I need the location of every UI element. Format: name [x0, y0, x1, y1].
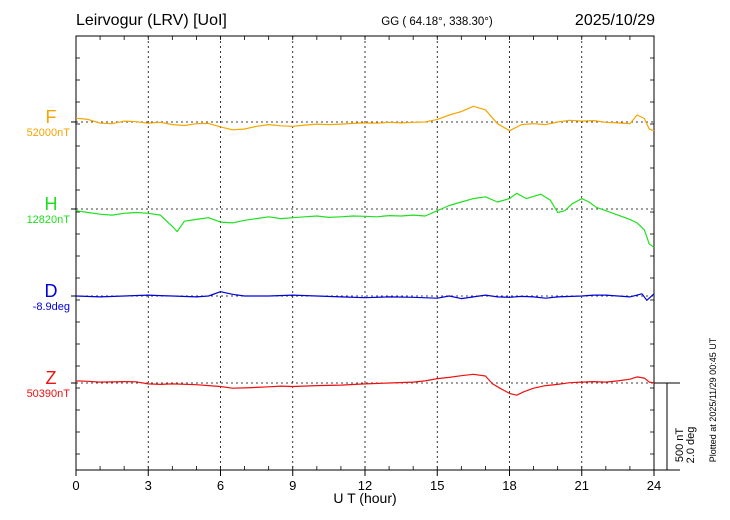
panel-name: H [45, 194, 58, 214]
trace-d [75, 291, 655, 301]
x-tick-label: 0 [72, 478, 79, 493]
grid-lines [147, 36, 583, 470]
panel-name: D [45, 281, 58, 301]
panel-name: Z [46, 368, 57, 388]
baseline-label: 52000nT [27, 127, 71, 139]
x-axis-label: U T (hour) [333, 490, 396, 506]
baseline-label: 50390nT [27, 388, 71, 400]
panel-name: F [46, 107, 57, 127]
scale-label-deg: 2.0 deg [685, 427, 697, 464]
station-title: Leirvogur (LRV) [UoI] [76, 12, 227, 29]
baseline-label: 12820nT [27, 214, 71, 226]
baseline-label: -8.9deg [33, 301, 70, 313]
x-tick-label: 12 [358, 478, 372, 493]
x-tick-label: 9 [289, 478, 296, 493]
chart-date: 2025/10/29 [575, 12, 655, 29]
x-tick-label: 3 [145, 478, 152, 493]
plotted-timestamp: Plotted at 2025/11/29 00:45 UT [708, 337, 718, 462]
x-tick-label: 15 [430, 478, 444, 493]
panel-d: D-8.9deg [33, 281, 655, 313]
station-coordinates: GG ( 64.18°, 338.30°) [381, 16, 493, 28]
x-tick-label: 21 [575, 478, 589, 493]
trace-h [75, 192, 655, 248]
x-axis-ticks: 0 3 6 9 12 15 18 21 24 [72, 36, 661, 493]
x-tick-label: 6 [217, 478, 224, 493]
trace-f [75, 105, 655, 132]
scale-label-nt: 500 nT [674, 428, 686, 463]
scale-bar: 500 nT 2.0 deg [654, 382, 697, 471]
x-tick-label: 18 [502, 478, 516, 493]
x-tick-label: 24 [647, 478, 661, 493]
trace-z [75, 373, 655, 396]
